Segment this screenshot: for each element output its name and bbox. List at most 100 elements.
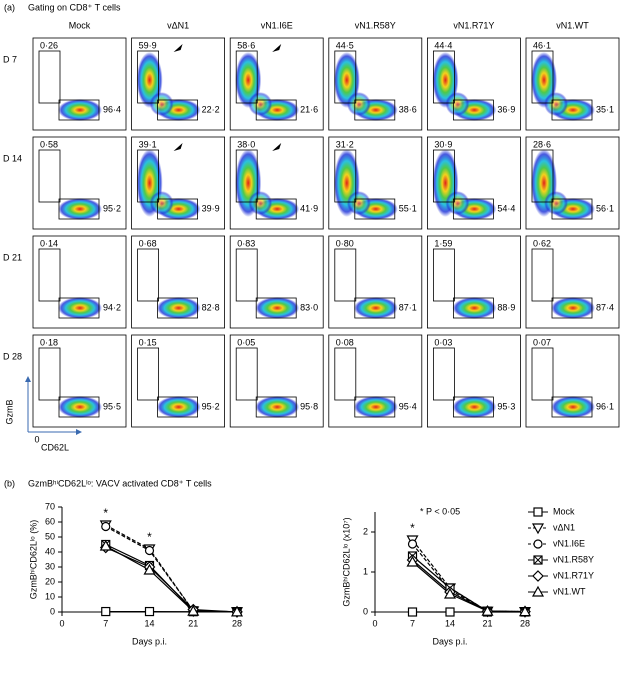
arrowhead [25, 376, 82, 435]
gate [137, 50, 160, 104]
marker [101, 606, 111, 617]
x-tick-label: 21 [482, 618, 492, 628]
gate [452, 99, 494, 121]
y-axis-label: GzmBʰⁱCD62Lˡᵒ (%) [28, 520, 38, 599]
gate-value: 83·0 [300, 302, 318, 312]
axis-label: CD62L [41, 442, 69, 452]
gate [334, 248, 357, 302]
legend-label: vΔN1 [553, 522, 575, 532]
gate-value: 31·2 [336, 139, 354, 149]
gate [157, 297, 199, 319]
gate-value: 39·9 [202, 203, 220, 213]
gate [38, 50, 61, 104]
gate-value: 41·9 [300, 203, 318, 213]
gate [235, 149, 258, 203]
gate-value: 55·1 [399, 203, 417, 213]
gate-value: 44·4 [434, 40, 452, 50]
gate [551, 297, 593, 319]
density-cluster [58, 198, 102, 220]
gate [531, 50, 554, 104]
gate [58, 198, 100, 220]
density-cluster [156, 396, 201, 418]
gate [432, 347, 455, 401]
gate [235, 50, 258, 104]
series-line [105, 525, 238, 613]
gate-value: 30·9 [434, 139, 452, 149]
column-header: vΔN1 [167, 20, 189, 30]
gate-value: 0·83 [237, 238, 255, 248]
legend-marker [533, 539, 543, 549]
density-cluster [544, 191, 568, 215]
density-cluster [346, 191, 371, 215]
gate [551, 99, 593, 121]
density-cluster [445, 191, 470, 215]
gate [157, 198, 199, 220]
legend-marker [533, 507, 543, 517]
gate-value: 0·05 [237, 337, 255, 347]
series-line [105, 524, 238, 613]
gate-value: 0·68 [139, 238, 157, 248]
density-cluster [551, 396, 595, 418]
gate [157, 99, 199, 121]
gate-value: 44·5 [336, 40, 354, 50]
marker [99, 539, 112, 551]
gate [551, 198, 593, 220]
y-tick-label: 70 [45, 501, 55, 511]
gate-value: 95·8 [300, 401, 318, 411]
density-cluster [248, 92, 273, 116]
gate [235, 248, 258, 302]
gate-value: 38·0 [237, 139, 255, 149]
column-header: vN1.I6E [261, 20, 293, 30]
gate-value: 82·8 [202, 302, 220, 312]
gate-value: 28·6 [533, 139, 551, 149]
panel-label: (b) [4, 478, 15, 488]
legend-marker [531, 585, 545, 597]
density-cluster [255, 297, 300, 319]
x-tick-label: 7 [410, 618, 415, 628]
gate-value: 94·2 [103, 302, 121, 312]
marker [443, 587, 457, 599]
x-tick-label: 0 [372, 618, 377, 628]
gate-value: 95·2 [103, 203, 121, 213]
panel-title: Gating on CD8⁺ T cells [28, 2, 121, 12]
gate-value: 87·1 [399, 302, 417, 312]
marker [101, 521, 111, 532]
gate-value: 88·9 [497, 302, 515, 312]
marker [407, 607, 418, 617]
series-line [412, 559, 526, 613]
arrowhead [173, 143, 183, 151]
density-cluster [452, 297, 497, 319]
y-tick-label: 40 [45, 546, 55, 556]
gate [531, 248, 554, 302]
gate [137, 347, 160, 401]
gate-value: 87·4 [596, 302, 614, 312]
gate-value: 95·2 [202, 401, 220, 411]
gate [137, 248, 160, 302]
x-axis-label: Days p.i. [432, 636, 467, 646]
column-header: vN1.R71Y [453, 20, 494, 30]
gate [255, 396, 297, 418]
density-cluster [544, 92, 568, 116]
density-cluster [445, 92, 470, 116]
gate-value: 0·62 [533, 238, 551, 248]
gate [334, 50, 357, 104]
gate-value: 0·03 [434, 337, 452, 347]
note: * P < 0·05 [420, 506, 460, 516]
gate [58, 297, 100, 319]
gate-value: 95·3 [497, 401, 515, 411]
x-tick-label: 14 [445, 618, 455, 628]
gate-value: 59·9 [139, 40, 157, 50]
x-tick-label: 21 [188, 618, 198, 628]
gate [334, 347, 357, 401]
y-tick-label: 0 [363, 606, 368, 616]
marker [144, 545, 155, 556]
gate [452, 396, 494, 418]
series-line [105, 543, 238, 613]
gate-value: 0·07 [533, 337, 551, 347]
gate-value: 0·80 [336, 238, 354, 248]
gate [354, 99, 396, 121]
gate-value: 0·26 [40, 40, 58, 50]
gate-value: 96·1 [596, 401, 614, 411]
density-cluster [255, 396, 300, 418]
